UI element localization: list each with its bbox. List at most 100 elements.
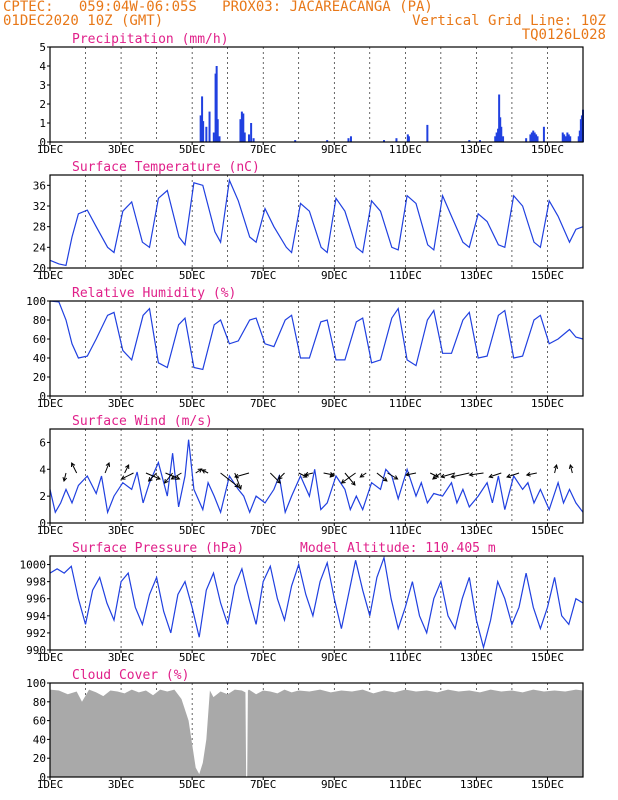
precip-bar [208,111,211,142]
y-tick-label: 20 [33,262,46,275]
y-tick-label: 24 [33,241,47,254]
y-tick-label: 100 [26,295,46,308]
y-tick-label: 4 [39,60,46,73]
precip-bar [426,124,429,142]
precip-bar [561,132,564,142]
panel-temp: 20 24 28 32 36 1DEC 3DEC 5DEC 7DEC 9DEC 11DEC 13DEC… [33,160,584,282]
x-tick-label: 1DEC [37,397,64,410]
x-tick-label: 1DEC [37,269,64,282]
x-tick-label: 9DEC [321,651,348,664]
rh-series-line [49,300,584,371]
x-tick-label: 5DEC [179,269,206,282]
precip-bar [532,130,535,142]
cloud-cover-area [50,689,583,777]
x-tick-label: 13DEC [460,524,493,537]
header-right-line2: Vertical Grid Line: 10Z [412,13,606,29]
x-tick-label: 5DEC [179,524,206,537]
press-series-line [49,555,584,650]
wind-vector-head [525,472,531,477]
wind-vector [432,472,442,480]
x-tick-label: 5DEC [179,397,206,410]
precip-bar [498,94,501,142]
wind-vector-head [468,472,474,477]
x-tick-label: 7DEC [250,143,277,156]
precip-bar [564,136,567,142]
precip-bar [252,138,255,142]
wind-vector-head [553,463,559,469]
x-tick-label: 5DEC [179,778,206,791]
wind-vector [344,472,356,486]
y-tick-label: 2 [39,98,46,111]
wind-vector [201,469,209,474]
y-tick-label: 1000 [20,559,47,572]
wind-vector-head [237,484,242,490]
wind-vector [63,472,67,482]
x-tick-label: 11DEC [389,651,422,664]
x-tick-label: 13DEC [460,397,493,410]
precip-bar [395,138,398,142]
x-tick-label: 15DEC [531,397,564,410]
wind-vector [71,462,78,474]
y-tick-label: 994 [26,610,46,623]
wind-vector [195,468,202,474]
y-tick-label: 2 [39,490,46,503]
panel-cloud: 0 20 40 60 80 100 1DEC 3DEC 5DEC 7DEC 9DEC 11DEC 13D… [26,668,584,791]
wind-vector [489,472,502,478]
wind-vector [269,472,281,484]
wind-vector-head [382,477,388,482]
wind-vector-head [170,475,176,480]
temp-series-line [49,178,584,267]
y-tick-label: 6 [39,436,46,449]
precip-bar [383,140,386,142]
precip-bar [536,136,539,142]
x-tick-label: 3DEC [108,778,135,791]
y-tick-label: 3 [39,79,46,92]
wind-vector-head [105,462,111,468]
wind-vector-head [329,473,335,478]
precip-bar [529,134,532,142]
wind-vector [220,472,239,488]
wind-vector-head [432,475,437,480]
wind-vector-head [233,473,239,479]
panel-frame [49,174,584,269]
y-tick-label: 28 [33,221,46,234]
wind-vector-head [277,475,283,480]
precip-bar [525,138,528,142]
x-tick-label: 15DEC [531,524,564,537]
panel-frame [49,46,584,143]
y-tick-label: 20 [33,371,46,384]
x-tick-label: 13DEC [460,778,493,791]
x-tick-label: 1DEC [37,524,64,537]
precip-bar [578,130,581,142]
precip-bar [247,134,250,142]
precip-bar [478,140,481,142]
x-tick-label: 3DEC [108,269,135,282]
wind-vector [278,472,285,480]
wind-vector-head [359,473,365,478]
precip-bar [407,136,410,142]
y-tick-label: 990 [26,644,46,657]
x-tick-label: 3DEC [108,651,135,664]
wind-vector-head [351,480,356,486]
precip-bar [406,134,409,142]
y-tick-label: 80 [33,314,46,327]
wind-vector [234,472,250,478]
y-tick-label: 0 [39,771,46,784]
wind-vector [469,472,484,476]
precip-bar [347,138,350,142]
y-tick-label: 40 [33,352,46,365]
wind-vector-head [125,464,130,470]
wind-vector [359,472,367,478]
panel-annotation: Model Altitude: 110.405 m [300,541,496,556]
precip-bar [577,136,580,142]
x-tick-label: 15DEC [531,269,564,282]
x-tick-label: 7DEC [250,778,277,791]
precip-bar [205,126,208,142]
x-tick-label: 1DEC [37,778,64,791]
precip-bar [499,117,502,142]
y-tick-label: 20 [33,752,46,765]
panel-title: Cloud Cover (%) [72,668,189,683]
y-tick-label: 4 [39,463,46,476]
panel-title: Precipitation (mm/h) [72,32,229,47]
x-tick-label: 5DEC [179,651,206,664]
